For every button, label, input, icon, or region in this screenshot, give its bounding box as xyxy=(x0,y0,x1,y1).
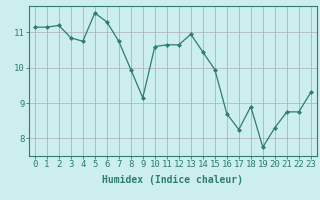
X-axis label: Humidex (Indice chaleur): Humidex (Indice chaleur) xyxy=(102,175,243,185)
